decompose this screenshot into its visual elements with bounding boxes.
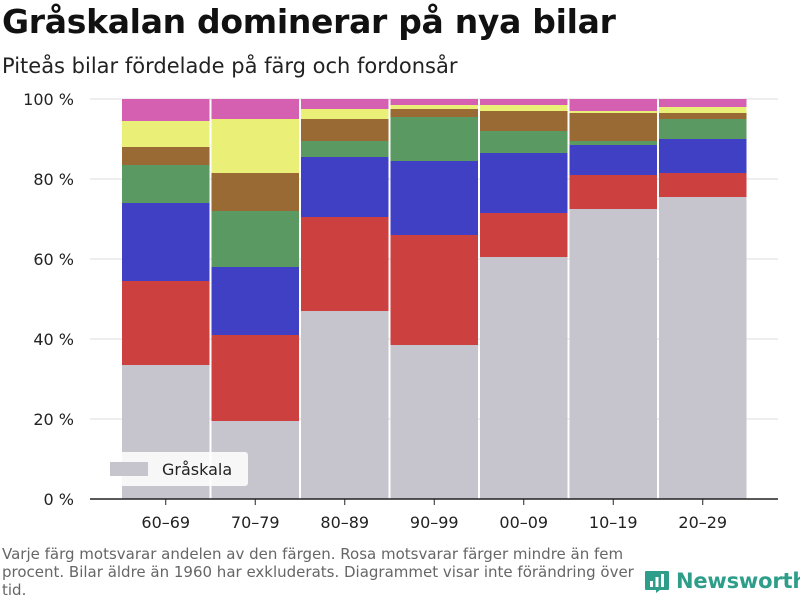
- legend: Gråskala: [100, 452, 248, 486]
- bar-segment-pink: [480, 99, 568, 105]
- bar-segment-green: [659, 119, 747, 139]
- newsworthy-icon: [645, 571, 669, 593]
- stacked-bar-chart: 0 % 20 % 40 % 60 % 80 % 100 % 60–69 70–79 80–89 9…: [23, 90, 778, 532]
- chart-subtitle: Piteås bilar fördelade på färg och fordo…: [2, 54, 458, 78]
- bar-segment-red: [659, 173, 747, 197]
- y-tick-label: 20 %: [33, 410, 74, 429]
- x-tick-label: 00–09: [499, 513, 548, 532]
- bar-segment-yellow: [659, 107, 747, 113]
- bar-segment-yellow: [301, 109, 389, 119]
- chart-footnote: Varje färg motsvarar andelen av den färg…: [2, 545, 634, 599]
- bar-segment-yellow: [211, 119, 299, 173]
- bar-segment-green: [122, 165, 210, 203]
- bar-segment-brown: [211, 173, 299, 211]
- bar-segment-pink: [659, 99, 747, 107]
- y-tick-label: 100 %: [23, 90, 74, 109]
- bar-segment-pink: [390, 99, 478, 105]
- bar-segment-pink: [122, 99, 210, 121]
- bar-segment-grayscale: [301, 311, 389, 499]
- bar-segment-yellow: [122, 121, 210, 147]
- bar-segment-green: [569, 141, 657, 145]
- y-tick-label: 0 %: [44, 490, 74, 509]
- bar-segment-green: [390, 117, 478, 161]
- bar-segment-blue: [480, 153, 568, 213]
- brand-name: Newsworthy: [676, 569, 800, 593]
- bar-segment-pink: [211, 99, 299, 119]
- bar-segment-blue: [122, 203, 210, 281]
- bar-segment-red: [211, 335, 299, 421]
- bar-segment-brown: [659, 113, 747, 119]
- x-tick-label: 60–69: [141, 513, 190, 532]
- bar-segment-green: [480, 131, 568, 153]
- bar-segment-grayscale: [480, 257, 568, 499]
- bar-segment-blue: [211, 267, 299, 335]
- bar-segment-blue: [390, 161, 478, 235]
- bar-segment-red: [569, 175, 657, 209]
- bar-segment-yellow: [569, 111, 657, 113]
- chart-title: Gråskalan dominerar på nya bilar: [2, 2, 616, 41]
- legend-swatch: [110, 462, 148, 476]
- bar-segment-green: [301, 141, 389, 157]
- bar-segment-grayscale: [390, 345, 478, 499]
- bar-segment-red: [122, 281, 210, 365]
- bar-segment-yellow: [390, 105, 478, 109]
- bar-segment-brown: [122, 147, 210, 165]
- bar-segment-red: [390, 235, 478, 345]
- x-tick-label: 70–79: [231, 513, 280, 532]
- legend-box: [100, 452, 248, 486]
- legend-label: Gråskala: [162, 460, 232, 479]
- bar-segment-yellow: [480, 105, 568, 111]
- x-tick-label: 80–89: [320, 513, 369, 532]
- bar-segment-green: [211, 211, 299, 267]
- bar-segment-pink: [301, 99, 389, 109]
- y-tick-label: 80 %: [33, 170, 74, 189]
- bar-segment-blue: [569, 145, 657, 175]
- newsworthy-logo[interactable]: Newsworthy: [644, 568, 800, 594]
- bar-segment-grayscale: [659, 197, 747, 499]
- bar-segment-brown: [480, 111, 568, 131]
- bar-segment-brown: [390, 109, 478, 117]
- y-tick-label: 40 %: [33, 330, 74, 349]
- x-tick-label: 20–29: [678, 513, 727, 532]
- bar-segment-brown: [569, 113, 657, 141]
- bar-segment-brown: [301, 119, 389, 141]
- x-tick-label: 90–99: [410, 513, 459, 532]
- bar-segment-blue: [659, 139, 747, 173]
- x-tick-label: 10–19: [589, 513, 638, 532]
- bar-segment-pink: [569, 99, 657, 111]
- bar-segment-red: [301, 217, 389, 311]
- bar-segment-red: [480, 213, 568, 257]
- y-tick-label: 60 %: [33, 250, 74, 269]
- bar-segment-blue: [301, 157, 389, 217]
- bar-segment-grayscale: [569, 209, 657, 499]
